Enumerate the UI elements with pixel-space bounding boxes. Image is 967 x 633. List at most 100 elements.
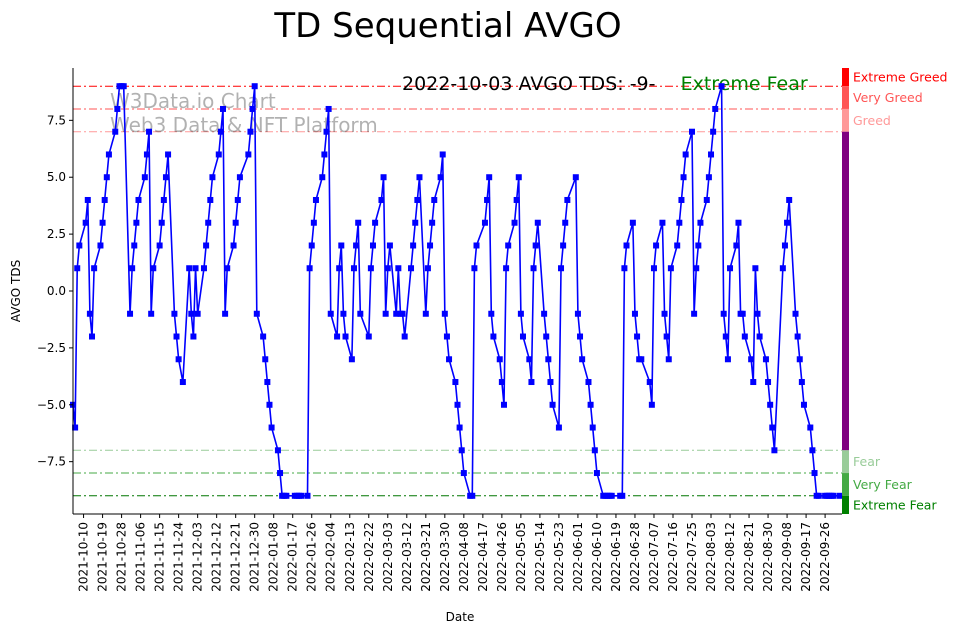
data-point <box>659 219 666 226</box>
data-point <box>325 105 332 112</box>
data-point <box>562 219 569 226</box>
data-point <box>350 265 357 272</box>
data-point <box>101 196 108 203</box>
data-point <box>697 219 704 226</box>
data-point <box>253 310 260 317</box>
data-point <box>355 219 362 226</box>
y-tick-label: 0.0 <box>47 284 66 298</box>
data-point <box>454 401 461 408</box>
data-point <box>653 242 660 249</box>
data-point <box>82 219 89 226</box>
data-point <box>608 492 615 499</box>
data-point <box>589 424 596 431</box>
data-point <box>319 174 326 181</box>
x-tick-label: 2022-01-08 <box>267 522 281 592</box>
data-point <box>513 196 520 203</box>
data-point <box>308 242 315 249</box>
x-tick-label: 2022-04-17 <box>476 522 490 592</box>
x-tick-label: 2021-12-03 <box>191 522 205 592</box>
data-point <box>188 310 195 317</box>
data-point <box>809 447 816 454</box>
data-point <box>162 174 169 181</box>
data-point <box>619 492 626 499</box>
data-point <box>682 151 689 158</box>
y-tick-label: −5.0 <box>37 398 66 412</box>
x-tick-label: 2021-11-24 <box>172 522 186 592</box>
data-point <box>410 242 417 249</box>
data-point <box>815 492 822 499</box>
data-point <box>500 401 507 408</box>
data-point <box>112 128 119 135</box>
data-point <box>794 333 801 340</box>
data-point <box>194 310 201 317</box>
data-point <box>722 333 729 340</box>
series-layer <box>70 83 843 499</box>
data-point <box>99 219 106 226</box>
data-point <box>530 265 537 272</box>
data-point <box>179 379 186 386</box>
data-point <box>103 174 110 181</box>
chart-title: TD Sequential AVGO <box>273 6 621 46</box>
data-point <box>754 310 761 317</box>
data-point <box>762 356 769 363</box>
x-axis-label: Date <box>446 610 475 624</box>
data-point <box>519 333 526 340</box>
data-point <box>114 105 121 112</box>
data-point <box>158 219 165 226</box>
data-point <box>661 310 668 317</box>
x-tick-label: 2022-08-03 <box>704 522 718 592</box>
data-point <box>129 265 136 272</box>
zone-band <box>842 68 849 87</box>
data-point <box>458 447 465 454</box>
data-point <box>572 174 579 181</box>
headline-status: Extreme Fear <box>681 73 808 95</box>
data-point <box>511 219 518 226</box>
zone-band <box>842 450 849 474</box>
data-point <box>663 333 670 340</box>
data-point <box>646 379 653 386</box>
data-point <box>798 379 805 386</box>
data-point <box>638 356 645 363</box>
zone-label: Greed <box>853 113 891 128</box>
data-point <box>710 128 717 135</box>
y-tick-label: 2.5 <box>47 227 66 241</box>
data-point <box>623 242 630 249</box>
x-tick-label: 2022-08-21 <box>742 522 756 592</box>
data-point <box>767 401 774 408</box>
data-point <box>251 83 258 90</box>
data-point <box>192 265 199 272</box>
data-point <box>334 333 341 340</box>
data-point <box>190 333 197 340</box>
data-point <box>395 265 402 272</box>
data-point <box>203 242 210 249</box>
data-point <box>310 219 317 226</box>
data-point <box>165 151 172 158</box>
data-point <box>133 219 140 226</box>
data-point <box>724 356 731 363</box>
y-tick-label: 5.0 <box>47 170 66 184</box>
data-point <box>443 333 450 340</box>
data-point <box>369 242 376 249</box>
data-point <box>414 196 421 203</box>
data-point <box>712 105 719 112</box>
data-point <box>555 424 562 431</box>
data-point <box>528 379 535 386</box>
zone-band <box>842 473 849 496</box>
data-point <box>560 242 567 249</box>
data-point <box>131 242 138 249</box>
data-point <box>771 447 778 454</box>
data-point <box>748 356 755 363</box>
data-point <box>505 242 512 249</box>
x-tick-label: 2022-07-07 <box>647 522 661 592</box>
zone-label: Very Greed <box>853 90 923 105</box>
x-tick-label: 2022-01-17 <box>286 522 300 592</box>
data-point <box>665 356 672 363</box>
data-point <box>89 333 96 340</box>
data-point <box>304 492 311 499</box>
data-point <box>515 174 522 181</box>
data-point <box>781 242 788 249</box>
x-tick-label: 2022-04-08 <box>457 522 471 592</box>
data-point <box>234 196 241 203</box>
data-point <box>629 219 636 226</box>
data-point <box>399 310 406 317</box>
